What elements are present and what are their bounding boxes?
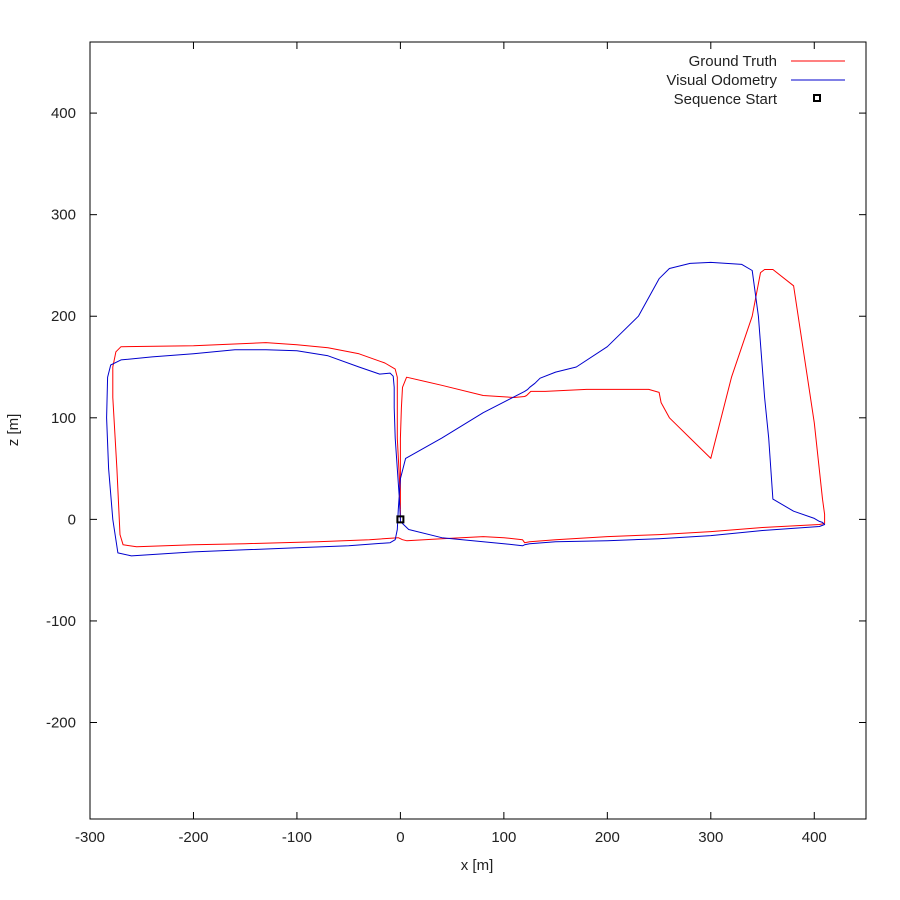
y-tick-label: 100: [51, 410, 76, 427]
legend-label-sequence-start: Sequence Start: [674, 91, 778, 108]
x-tick-label: -200: [178, 829, 208, 846]
sequence-start-marker: [396, 515, 405, 524]
y-tick-label: 200: [51, 308, 76, 325]
y-tick-label: -100: [46, 613, 76, 630]
ground-truth-line: [112, 269, 826, 548]
x-tick-label: 100: [491, 829, 516, 846]
x-tick-label: 400: [802, 829, 827, 846]
legend-swatch-sequence-start: [813, 94, 821, 102]
x-tick-label: 0: [396, 829, 404, 846]
x-tick-label: -100: [282, 829, 312, 846]
x-tick-label: 300: [698, 829, 723, 846]
x-axis-label: x [m]: [461, 857, 494, 874]
legend-label-visual-odometry: Visual Odometry: [666, 72, 777, 89]
y-tick-label: 400: [51, 105, 76, 122]
plot-frame: [89, 41, 867, 820]
x-tick-label: 200: [595, 829, 620, 846]
y-tick-label: -200: [46, 715, 76, 732]
visual-odometry-line: [106, 261, 826, 557]
legend-label-ground-truth: Ground Truth: [689, 53, 777, 70]
series-layer: [106, 261, 826, 557]
y-tick-label: 0: [68, 511, 76, 528]
legend: Ground Truth Visual Odometry Sequence St…: [666, 53, 845, 108]
x-tick-label: -300: [75, 829, 105, 846]
y-tick-label: 300: [51, 207, 76, 224]
y-axis-label: z [m]: [5, 414, 22, 447]
ticks: -300 -200 -100 0 100 200 300 400 -200 -100 0 100 200…: [46, 42, 866, 846]
